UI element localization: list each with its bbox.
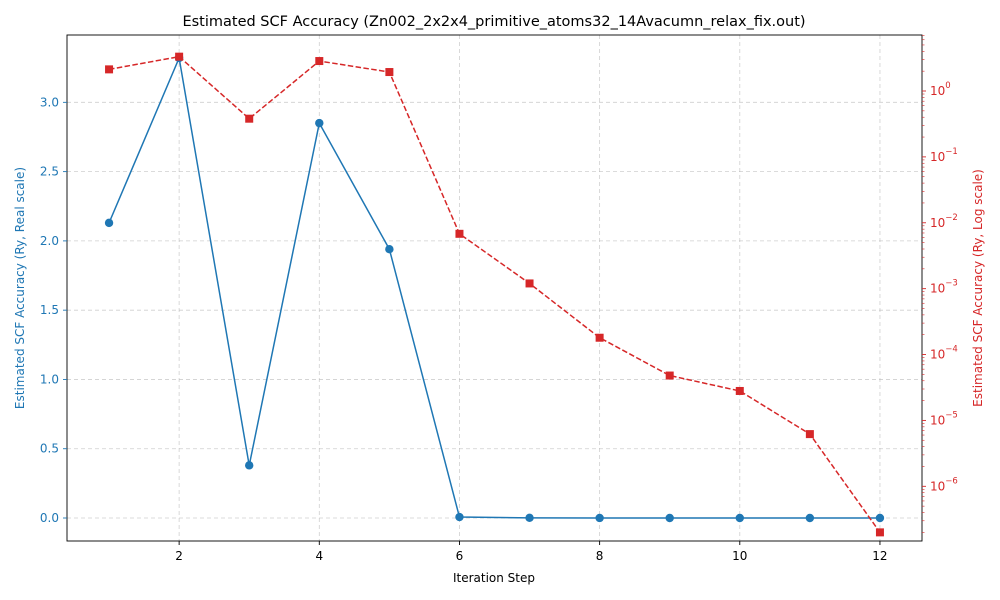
axes-layer: 2 4 6 8 10 12 0.0 0.5 1.0 1.5 2.0 2.5 3.0 10−6 10−5 10−… (40, 34, 958, 563)
data-point-real-scale (735, 513, 744, 523)
y-tick-label-left: 0.5 (40, 442, 59, 456)
y-tick-label-left: 1.0 (40, 372, 59, 386)
y-tick-label-right: 10−6 (930, 476, 958, 493)
data-point-real-scale (525, 513, 534, 523)
y-tick-label-left: 0.0 (40, 511, 59, 525)
data-point-log-scale (245, 114, 254, 123)
data-point-log-scale (175, 52, 184, 61)
y-tick-label-right: 100 (930, 81, 951, 98)
x-tick-label: 12 (872, 549, 887, 563)
x-tick-label: 8 (596, 549, 604, 563)
y-axis-label-left: Estimated SCF Accuracy (Ry, Real scale) (13, 167, 27, 409)
y-tick-label-right: 10−4 (930, 345, 958, 362)
data-point-log-scale (875, 528, 884, 537)
data-point-real-scale (104, 218, 114, 228)
data-point-real-scale (665, 513, 674, 523)
x-axis-label: Iteration Step (453, 571, 535, 585)
y-tick-label-left: 3.0 (40, 95, 59, 109)
data-point-log-scale (805, 430, 814, 439)
data-point-real-scale (455, 512, 464, 522)
data-point-real-scale (315, 118, 324, 128)
data-point-real-scale (805, 513, 815, 523)
data-point-log-scale (595, 333, 604, 342)
data-point-real-scale (875, 513, 885, 523)
data-point-real-scale (595, 513, 604, 523)
series-line-log-scale (108, 55, 881, 533)
x-tick-label: 10 (732, 549, 747, 563)
y-tick-label-right: 10−3 (930, 279, 958, 296)
chart-title: Estimated SCF Accuracy (Zn002_2x2x4_prim… (182, 14, 805, 30)
data-point-log-scale (665, 371, 674, 380)
data-point-log-scale (455, 229, 464, 238)
y-tick-label-left: 2.0 (40, 234, 59, 248)
x-tick-label: 6 (456, 549, 464, 563)
data-point-log-scale (735, 386, 744, 395)
x-tick-label: 2 (175, 549, 183, 563)
y-tick-label-right: 10−1 (930, 147, 958, 164)
data-point-real-scale (385, 245, 394, 254)
data-point-log-scale (385, 68, 394, 77)
y-axis-label-right: Estimated SCF Accuracy (Ry, Log scale) (971, 169, 985, 407)
series-layer (104, 52, 885, 537)
y-tick-label-right: 10−2 (930, 213, 958, 230)
data-point-real-scale (245, 461, 254, 470)
series-line-real-scale (108, 55, 880, 519)
x-tick-label: 4 (315, 549, 323, 563)
y-tick-label-left: 2.5 (40, 165, 59, 179)
y-tick-label-right: 10−5 (930, 410, 958, 427)
y-tick-label-left: 1.5 (40, 303, 59, 317)
data-point-log-scale (315, 57, 324, 66)
plot-frame (66, 34, 923, 542)
data-point-log-scale (525, 279, 534, 288)
grid-layer (67, 35, 922, 541)
data-point-log-scale (105, 65, 114, 74)
